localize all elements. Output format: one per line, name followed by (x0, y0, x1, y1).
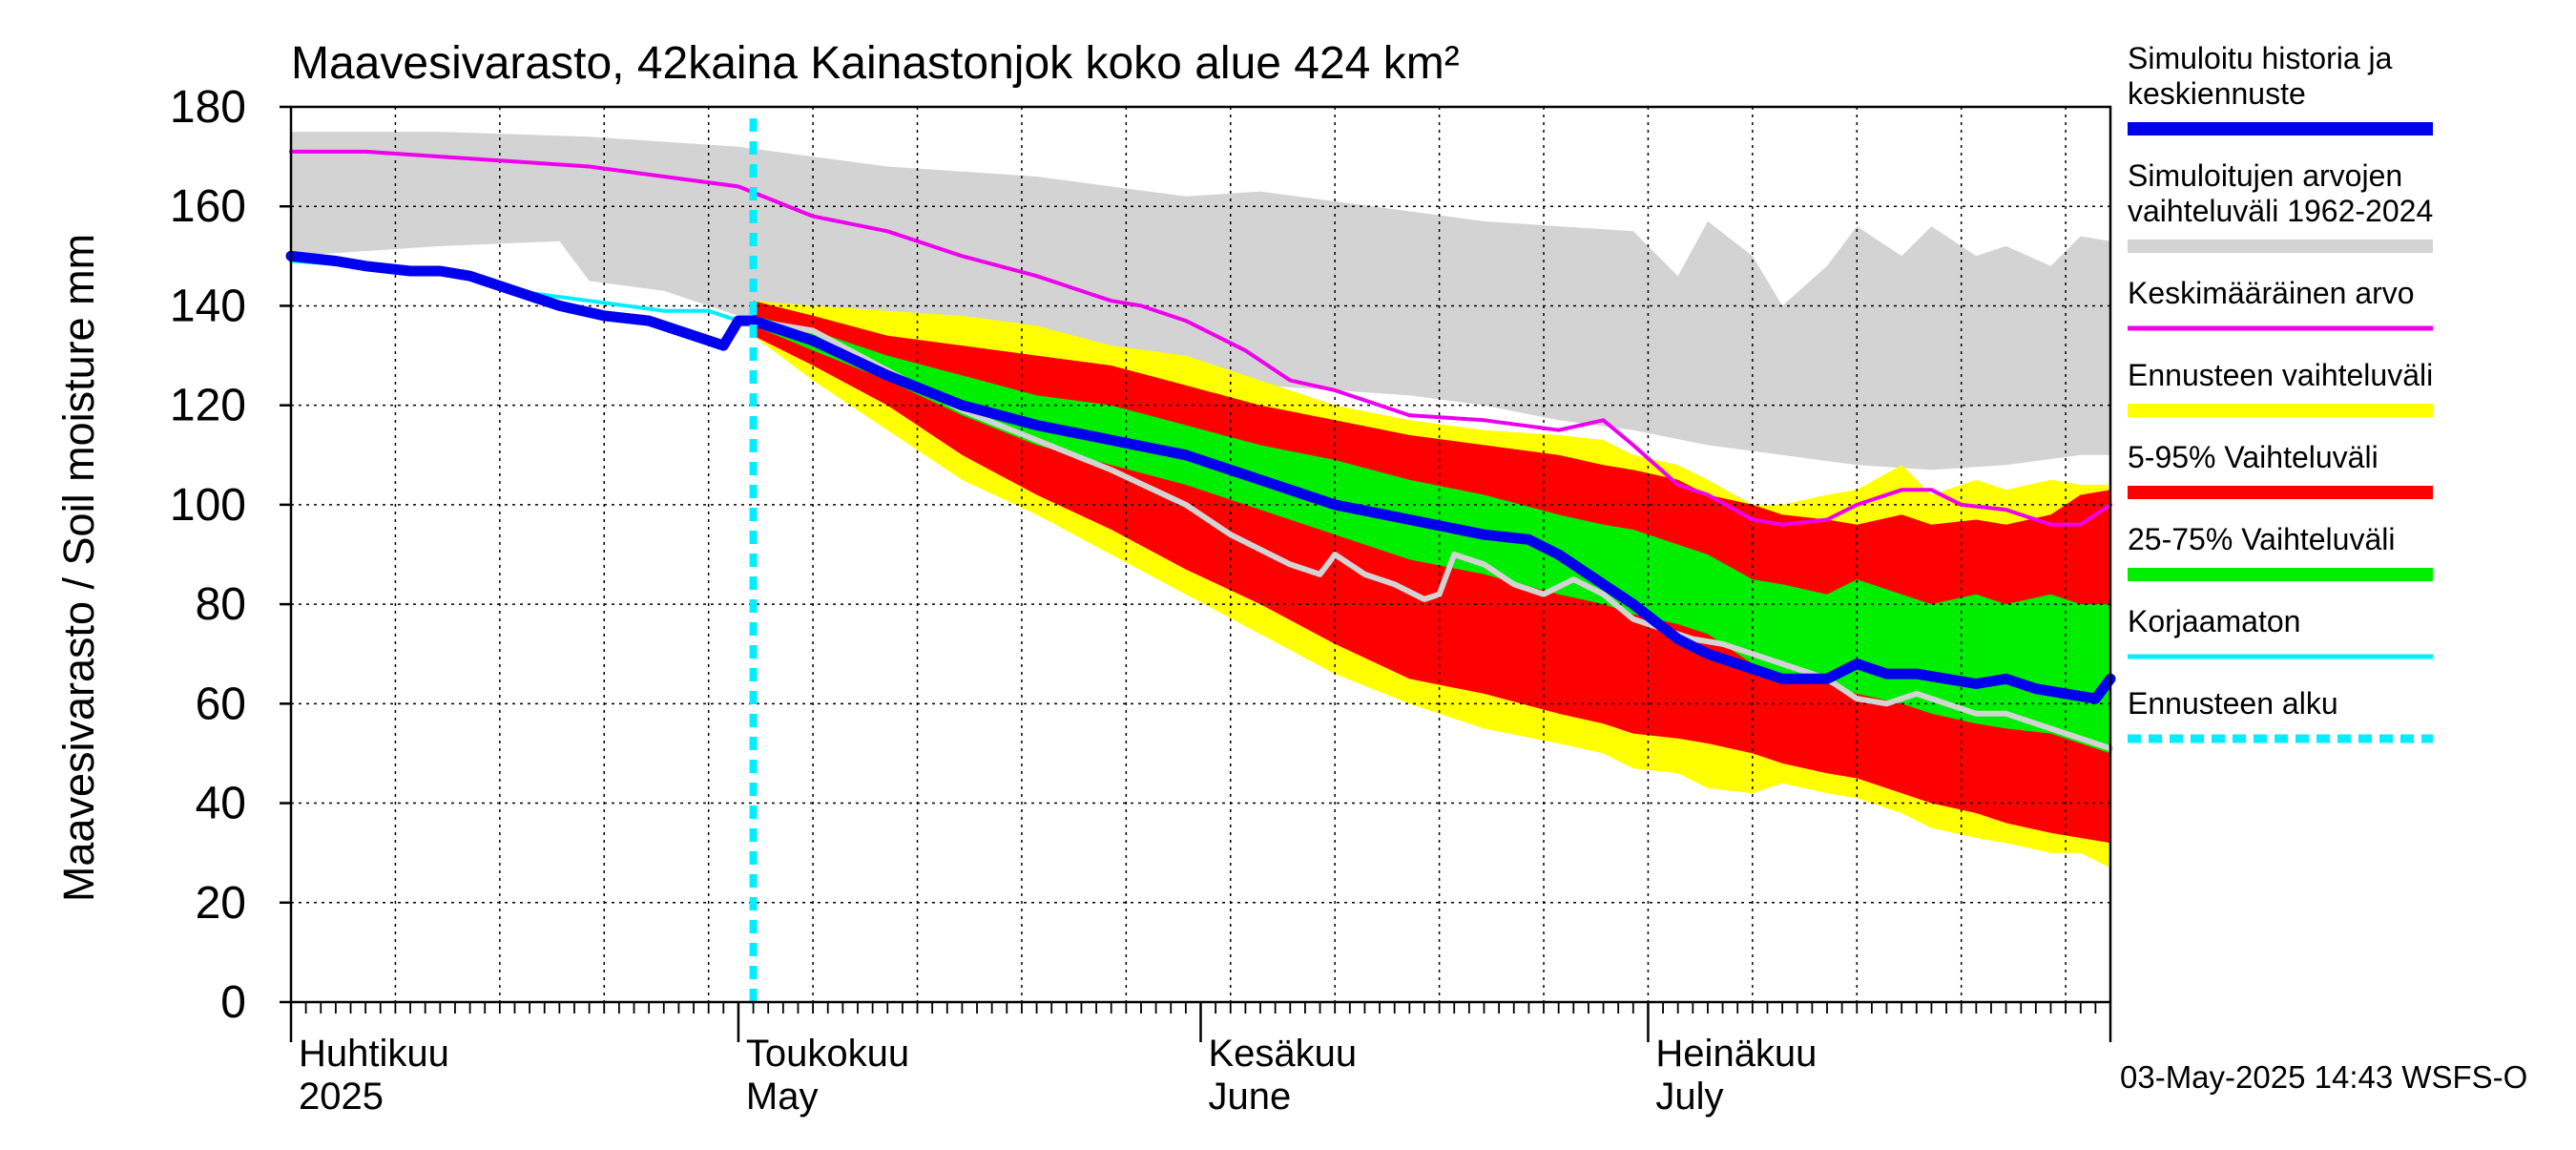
month-label-fi: Heinäkuu (1655, 1033, 1817, 1075)
legend-item-p5_95: 5-95% Vaihteluväli (2128, 440, 2433, 499)
y-tick-label: 140 (170, 281, 246, 331)
legend-item-history: Simuloitu historia ja keskiennuste (2128, 41, 2433, 136)
timestamp: 03-May-2025 14:43 WSFS-O (2120, 1059, 2527, 1095)
month-label-en: June (1209, 1076, 1292, 1118)
y-tick-label: 100 (170, 480, 246, 531)
y-tick-label: 0 (220, 977, 246, 1028)
legend-item-mean: Keskimääräinen arvo (2128, 276, 2433, 331)
forecast-median-line (748, 315, 2116, 704)
y-tick-label: 180 (170, 82, 246, 133)
y-tick-label: 160 (170, 181, 246, 232)
legend-label: 5-95% Vaihteluväli (2128, 440, 2379, 474)
legend-label: Ennusteen vaihteluväli (2128, 358, 2433, 392)
month-label-fi: Kesäkuu (1209, 1033, 1358, 1075)
month-label-en: May (746, 1076, 819, 1118)
legend-label: Korjaamaton (2128, 604, 2300, 638)
month-label-fi: Toukokuu (746, 1033, 909, 1075)
uncorrected-forecast-line (750, 318, 2113, 752)
legend-item-forecast_start: Ennusteen alku (2128, 686, 2433, 743)
y-tick-label: 120 (170, 381, 246, 431)
legend: Simuloitu historia ja keskiennuste Simuloi… (2128, 41, 2433, 743)
legend-label: Ennusteen alku (2128, 686, 2338, 721)
legend-label: Simuloitujen arvojen vaihteluväli 1962-20… (2128, 158, 2433, 228)
legend-label: Keskimääräinen arvo (2128, 276, 2415, 310)
month-label-en: 2025 (299, 1076, 384, 1118)
month-label-fi: Huhtikuu (299, 1033, 449, 1075)
legend-item-uncorrected: Korjaamaton (2128, 604, 2433, 659)
legend-item-forecast_range: Ennusteen vaihteluväli (2128, 358, 2433, 417)
legend-label: Simuloitu historia ja keskiennuste (2128, 41, 2393, 111)
y-tick-label: 20 (196, 878, 246, 929)
legend-label: 25-75% Vaihteluväli (2128, 522, 2395, 556)
history-line (285, 250, 759, 351)
y-tick-label: 40 (196, 779, 246, 829)
month-label-en: July (1655, 1076, 1723, 1118)
chart-title: Maavesivarasto, 42kaina Kainastonjok kok… (291, 38, 1460, 89)
y-tick-label: 60 (196, 679, 246, 729)
legend-item-range_hist: Simuloitujen arvojen vaihteluväli 1962-20… (2128, 158, 2433, 253)
legend-item-p25_75: 25-75% Vaihteluväli (2128, 522, 2433, 581)
p25-75-band (753, 315, 2110, 754)
mean-line (289, 149, 2112, 527)
y-tick-label: 80 (196, 579, 246, 630)
y-axis-label: Maavesivarasto / Soil moisture mm (54, 234, 103, 902)
historical-range-band (291, 132, 2110, 470)
